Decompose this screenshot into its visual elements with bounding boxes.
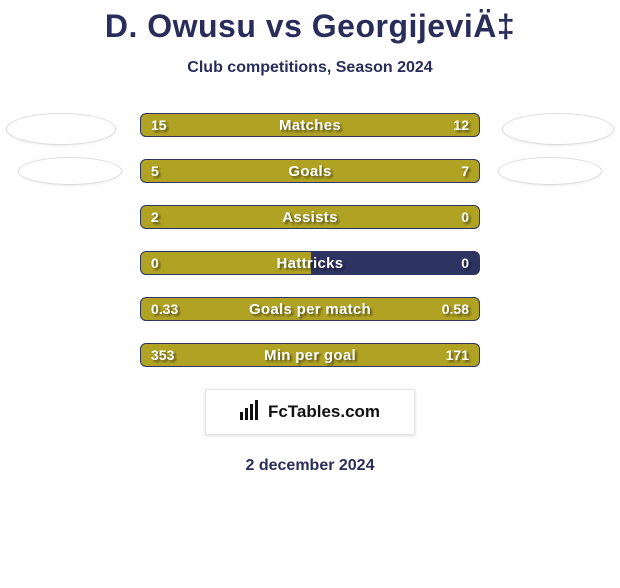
- stat-value-right: 0.58: [442, 298, 469, 320]
- comparison-stage: Matches1512Goals57Assists20Hattricks00Go…: [0, 113, 620, 367]
- stat-row: Goals5 7: [140, 159, 480, 183]
- stat-label: Goals per match: [141, 298, 479, 320]
- date-line: 2 december 2024: [0, 457, 620, 475]
- brand-text: FcTables.com: [268, 402, 380, 422]
- player-right-ellipse-top: [502, 113, 614, 145]
- stat-value-right: 12: [453, 114, 469, 136]
- stat-value-left: 2: [151, 206, 159, 228]
- stat-value-left: 353: [151, 344, 174, 366]
- stat-value-left: 15: [151, 114, 167, 136]
- subtitle: Club competitions, Season 2024: [0, 59, 620, 77]
- stat-label: Hattricks: [141, 252, 479, 274]
- stat-label: Matches: [141, 114, 479, 136]
- stat-value-left: 0.33: [151, 298, 178, 320]
- stat-value-right: 171: [446, 344, 469, 366]
- stat-value-left: 5: [151, 160, 159, 182]
- stat-row: Hattricks0 0: [140, 251, 480, 275]
- stat-label: Goals: [141, 160, 479, 182]
- stat-value-left: 0: [151, 252, 159, 274]
- stat-label: Assists: [141, 206, 479, 228]
- stat-value-right: 0: [461, 206, 469, 228]
- page-title: D. Owusu vs GeorgijeviÄ‡: [0, 8, 620, 45]
- stat-value-right: 7: [461, 160, 469, 182]
- player-left-ellipse-top: [6, 113, 116, 145]
- player-right-ellipse-bottom: [498, 157, 602, 185]
- stat-value-right: 0: [461, 252, 469, 274]
- stat-row: Assists2 0: [140, 205, 480, 229]
- brand-box[interactable]: FcTables.com: [205, 389, 415, 435]
- stat-bars: Matches1512Goals57Assists20Hattricks00Go…: [140, 113, 480, 367]
- stat-row: Matches15 12: [140, 113, 480, 137]
- stat-row: Goals per match0.33 0.58: [140, 297, 480, 321]
- brand-chart-icon: [240, 400, 262, 425]
- stat-label: Min per goal: [141, 344, 479, 366]
- stat-row: Min per goal353 171: [140, 343, 480, 367]
- player-left-ellipse-bottom: [18, 157, 122, 185]
